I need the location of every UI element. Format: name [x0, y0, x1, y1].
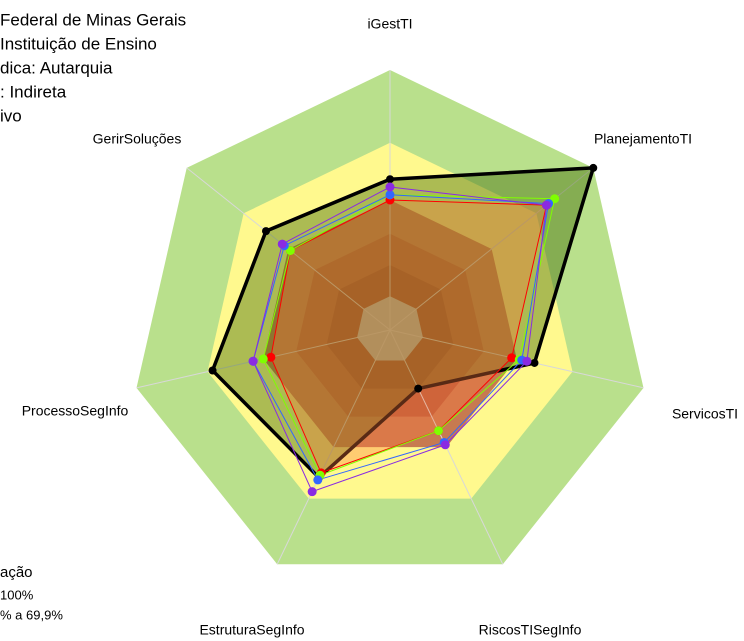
point: [386, 175, 394, 184]
axis-label: PlanejamentoTI: [594, 131, 692, 147]
point: [550, 194, 560, 204]
point: [589, 163, 598, 172]
point: [542, 200, 552, 210]
point: [440, 440, 450, 450]
point: [434, 426, 444, 436]
annotation: dica: Autarquia: [0, 58, 113, 77]
axis-label: EstruturaSegInfo: [199, 622, 304, 638]
point: [530, 358, 539, 367]
point: [277, 239, 287, 249]
point: [258, 354, 268, 364]
point: [285, 246, 295, 256]
series-area: [252, 186, 548, 493]
point: [208, 366, 217, 375]
axis-line: [276, 329, 391, 565]
axis-label: RiscosTISegInfo: [479, 622, 582, 638]
point: [414, 384, 423, 393]
axis-label: ServicosTI: [672, 406, 738, 422]
annotation: Instituição de Ensino: [0, 34, 157, 53]
point: [385, 182, 395, 192]
axis-label: iGestTI: [367, 16, 412, 32]
series-area: [270, 199, 548, 474]
axis-label: ProcessoSegInfo: [22, 403, 129, 419]
axis-line: [389, 167, 594, 331]
point: [385, 190, 395, 200]
point: [522, 356, 532, 366]
point: [266, 352, 276, 362]
axis-label: GerirSoluções: [93, 131, 182, 147]
annotation: ivo: [0, 106, 22, 125]
point: [507, 353, 517, 363]
annotation: : Indireta: [0, 82, 67, 101]
point: [313, 475, 323, 485]
annotation: Federal de Minas Gerais: [0, 10, 186, 29]
point: [307, 487, 317, 497]
legend-text: 100%: [0, 587, 34, 602]
point: [248, 356, 258, 366]
series-area: [262, 194, 556, 476]
series-area: [210, 166, 596, 480]
legend-text: ação: [0, 564, 33, 581]
point: [262, 227, 271, 236]
series-area: [252, 194, 550, 481]
legend-text: % a 69,9%: [0, 607, 63, 622]
